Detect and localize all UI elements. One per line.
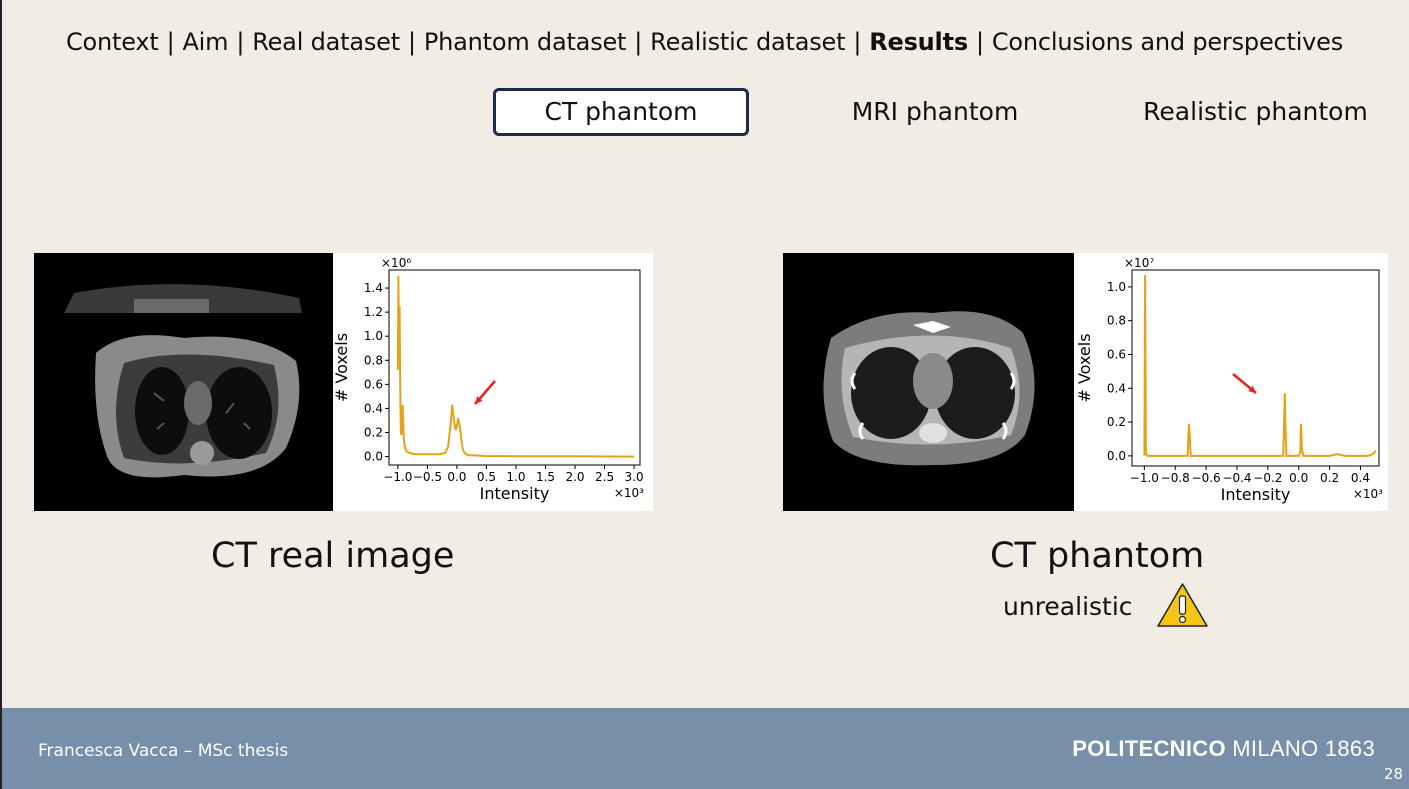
y-axis-label: # Voxels bbox=[333, 333, 351, 402]
x-tick-label: −0.8 bbox=[1161, 471, 1190, 485]
y-tick-label: 1.2 bbox=[364, 305, 383, 319]
y-multiplier: ×10⁶ bbox=[381, 256, 411, 270]
y-multiplier: ×10⁷ bbox=[1124, 256, 1154, 270]
x-tick-label: 0.4 bbox=[1351, 471, 1370, 485]
x-tick-label: 1.0 bbox=[506, 470, 525, 484]
x-tick-label: 0.0 bbox=[1289, 471, 1308, 485]
footer-brand-logo: POLITECNICO MILANO 1863 bbox=[1072, 736, 1375, 761]
histogram-phantom: −1.0 −0.8 −0.6 −0.4 −0.2 0.0 0.2 0.4 0.0 0.2 0.4 0.… bbox=[1074, 253, 1388, 511]
unrealistic-note: unrealistic bbox=[1003, 592, 1133, 621]
histogram-line bbox=[1143, 275, 1377, 457]
nav-separator: | bbox=[975, 28, 984, 56]
y-tick-label: 0.4 bbox=[1107, 381, 1126, 395]
x-tick-label: −1.0 bbox=[383, 470, 412, 484]
nav-separator: | bbox=[853, 28, 862, 56]
y-tick-label: 1.0 bbox=[364, 329, 383, 343]
nav-separator: | bbox=[407, 28, 416, 56]
histogram-real: −1.0 −0.5 0.0 0.5 1.0 1.5 2.0 2.5 3.0 0.0 0.2 0.4 0.… bbox=[333, 253, 653, 511]
x-multiplier: ×10³ bbox=[1353, 487, 1383, 501]
plot-frame bbox=[388, 269, 641, 466]
tab-mri-phantom[interactable]: MRI phantom bbox=[851, 97, 1019, 126]
histogram-line bbox=[396, 275, 635, 458]
x-tick-label: 3.0 bbox=[625, 470, 644, 484]
x-tick-label: −0.6 bbox=[1192, 471, 1221, 485]
x-tick-label: 0.0 bbox=[447, 470, 466, 484]
y-tick-label: 1.0 bbox=[1107, 280, 1126, 294]
x-multiplier: ×10³ bbox=[614, 486, 644, 500]
nav-item-realistic-dataset[interactable]: Realistic dataset bbox=[650, 28, 846, 56]
x-tick-label: 2.5 bbox=[595, 470, 614, 484]
nav-item-results[interactable]: Results bbox=[869, 28, 968, 56]
nav-separator: | bbox=[634, 28, 643, 56]
x-tick-label: 2.0 bbox=[565, 470, 584, 484]
x-axis-label: Intensity bbox=[480, 484, 550, 503]
annotation-arrow bbox=[1232, 373, 1257, 394]
x-tick-label: −0.5 bbox=[413, 470, 442, 484]
x-tick-label: −0.4 bbox=[1222, 471, 1251, 485]
nav-item-aim[interactable]: Aim bbox=[182, 28, 229, 56]
tab-ct-phantom[interactable]: CT phantom bbox=[493, 88, 749, 136]
nav-separator: | bbox=[236, 28, 245, 56]
warning-triangle-icon bbox=[1155, 581, 1210, 633]
x-tick-label: −1.0 bbox=[1130, 471, 1159, 485]
nav-item-phantom-dataset[interactable]: Phantom dataset bbox=[423, 28, 627, 56]
section-navigation: Context | Aim | Real dataset | Phantom dataset… bbox=[0, 28, 1409, 56]
y-tick-label: 0.4 bbox=[364, 401, 383, 415]
footer-author: Francesca Vacca – MSc thesis bbox=[38, 741, 289, 761]
nav-separator: | bbox=[166, 28, 175, 56]
y-tick-label: 1.4 bbox=[364, 281, 383, 295]
y-tick-label: 0.8 bbox=[1107, 314, 1126, 328]
x-tick-label: 0.2 bbox=[1320, 471, 1339, 485]
ct-real-scan-image bbox=[34, 253, 333, 511]
x-tick-label: 0.5 bbox=[477, 470, 496, 484]
x-tick-label: −0.2 bbox=[1253, 471, 1282, 485]
x-axis-label: Intensity bbox=[1221, 485, 1291, 504]
caption-ct-real-image: CT real image bbox=[211, 536, 455, 576]
nav-item-real-dataset[interactable]: Real dataset bbox=[252, 28, 400, 56]
y-tick-label: 0.0 bbox=[364, 450, 383, 464]
y-tick-label: 0.6 bbox=[1107, 347, 1126, 361]
nav-item-conclusions-and-perspectives[interactable]: Conclusions and perspectives bbox=[991, 28, 1344, 56]
ct-phantom-scan-image bbox=[783, 253, 1074, 511]
plot-frame bbox=[1131, 269, 1380, 467]
y-tick-label: 0.2 bbox=[364, 426, 383, 440]
x-tick-label: 1.5 bbox=[536, 470, 555, 484]
y-tick-label: 0.2 bbox=[1107, 415, 1126, 429]
caption-ct-phantom: CT phantom bbox=[990, 536, 1205, 576]
y-tick-label: 0.0 bbox=[1107, 449, 1126, 463]
y-tick-label: 0.8 bbox=[364, 353, 383, 367]
annotation-arrow bbox=[474, 380, 496, 405]
nav-item-context[interactable]: Context bbox=[65, 28, 159, 56]
y-axis-label: # Voxels bbox=[1075, 333, 1094, 402]
page-number: 28 bbox=[1383, 765, 1403, 783]
tab-realistic-phantom[interactable]: Realistic phantom bbox=[1143, 97, 1368, 126]
y-tick-label: 0.6 bbox=[364, 377, 383, 391]
footer-bar: Francesca Vacca – MSc thesis POLITECNICO… bbox=[2, 708, 1409, 789]
